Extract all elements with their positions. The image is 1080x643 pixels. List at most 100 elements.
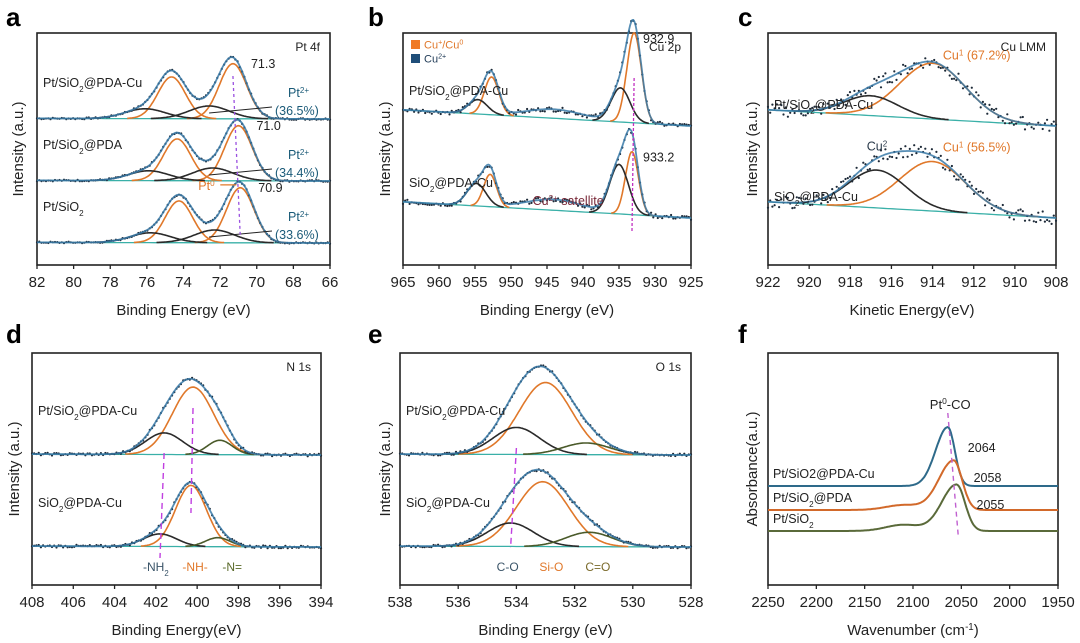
panel-title: Cu 2p bbox=[649, 40, 681, 54]
peak-shift-guide bbox=[947, 412, 960, 539]
series-label-part: @PDA-Cu bbox=[434, 176, 493, 190]
data-point bbox=[1001, 119, 1004, 122]
data-point bbox=[448, 113, 451, 116]
data-point bbox=[868, 167, 872, 171]
cu2-label-part: Cu bbox=[867, 140, 883, 154]
background-line bbox=[767, 109, 1057, 127]
data-point bbox=[939, 66, 942, 70]
data-point bbox=[981, 191, 985, 194]
data-point bbox=[877, 160, 880, 163]
data-point bbox=[508, 112, 511, 115]
peak-position-label: 2055 bbox=[977, 498, 1005, 512]
data-point bbox=[450, 204, 453, 207]
data-point bbox=[446, 204, 449, 208]
data-point bbox=[957, 178, 960, 181]
x-tick-label: 74 bbox=[175, 274, 192, 291]
legend-swatch bbox=[411, 40, 420, 49]
data-point bbox=[1021, 210, 1024, 213]
series-label: Pt/SiO2@PDA-Cu bbox=[774, 98, 873, 116]
data-point bbox=[1008, 216, 1011, 219]
legend-entry-part: Cu bbox=[424, 54, 438, 66]
series-label-part: Pt/SiO bbox=[406, 404, 442, 418]
fit-envelope bbox=[32, 377, 321, 456]
data-point bbox=[537, 196, 540, 200]
data-point bbox=[775, 198, 779, 201]
data-point bbox=[778, 206, 781, 209]
data-point bbox=[995, 107, 998, 110]
data-point bbox=[1019, 116, 1022, 119]
data-point bbox=[771, 103, 774, 106]
data-point bbox=[428, 203, 431, 206]
series-label-part: Pt/SiO bbox=[774, 98, 810, 112]
data-point bbox=[899, 73, 903, 76]
data-point bbox=[406, 198, 409, 201]
data-point bbox=[528, 202, 531, 205]
panel-title: N 1s bbox=[286, 360, 311, 374]
data-point bbox=[526, 198, 529, 201]
cu1-label: Cu1 (67.2%) bbox=[943, 48, 1011, 63]
data-point bbox=[926, 155, 929, 158]
data-point bbox=[1010, 121, 1013, 124]
satellite-label: Cu2+ satellite bbox=[533, 194, 604, 209]
series-label-part: Pt/SiO bbox=[38, 404, 74, 418]
x-tick-label: 910 bbox=[1002, 274, 1027, 291]
data-point bbox=[873, 77, 876, 80]
x-tick-label: 2150 bbox=[848, 594, 881, 611]
data-point bbox=[820, 202, 823, 205]
data-point bbox=[846, 94, 849, 97]
series-label-part: Pt/SiO bbox=[43, 200, 79, 214]
data-point bbox=[906, 72, 909, 75]
ir-spectrum-line bbox=[768, 459, 1058, 511]
fit-component-Cu2 bbox=[589, 163, 650, 217]
fit-component-Pt2 bbox=[154, 167, 272, 182]
peak-assignment-label-part: Pt bbox=[930, 397, 943, 412]
x-tick-label: 398 bbox=[226, 594, 251, 611]
data-point bbox=[1037, 121, 1040, 124]
data-point bbox=[565, 111, 569, 115]
series-label: SiO2@PDA-Cu bbox=[409, 176, 493, 194]
data-point bbox=[773, 204, 776, 207]
fit-envelope bbox=[32, 481, 321, 548]
pt2-pointer-arrow bbox=[209, 168, 273, 176]
peak-position-label: 932.9 bbox=[643, 32, 674, 46]
data-point bbox=[826, 102, 829, 105]
data-point bbox=[791, 207, 794, 210]
data-point bbox=[773, 107, 776, 110]
data-point bbox=[1030, 126, 1033, 129]
panel-title: Pt 4f bbox=[295, 40, 320, 54]
data-point bbox=[986, 197, 989, 200]
data-point bbox=[941, 166, 945, 169]
pt2-percent-label: (36.5%) bbox=[275, 104, 319, 118]
series-label-part: @PDA-Cu bbox=[63, 496, 122, 510]
data-point bbox=[966, 85, 969, 88]
data-point bbox=[548, 106, 551, 109]
pt2-label-part: Pt bbox=[288, 148, 300, 162]
fit-component-Cu2 bbox=[592, 86, 650, 125]
series-label-part: Pt/SiO bbox=[43, 76, 79, 90]
data-point bbox=[784, 195, 787, 198]
data-point bbox=[979, 106, 982, 109]
data-point bbox=[948, 169, 951, 172]
x-tick-label: 2250 bbox=[751, 594, 784, 611]
data-point bbox=[1050, 123, 1053, 126]
data-point bbox=[561, 201, 564, 204]
data-point bbox=[430, 112, 433, 115]
x-tick-label: 2000 bbox=[993, 594, 1026, 611]
data-point bbox=[1043, 220, 1046, 223]
data-point bbox=[844, 177, 847, 181]
data-point bbox=[992, 108, 996, 111]
x-tick-label: 402 bbox=[143, 594, 168, 611]
fit-envelope bbox=[400, 468, 691, 548]
data-point bbox=[786, 196, 790, 199]
data-point bbox=[891, 81, 894, 84]
data-point bbox=[1021, 115, 1024, 119]
component-label-part: Si-O bbox=[539, 560, 563, 574]
data-point bbox=[512, 201, 515, 204]
data-point bbox=[992, 209, 996, 212]
x-tick-label: 404 bbox=[102, 594, 127, 611]
x-axis-label-part: Kinetic Energy(eV) bbox=[849, 302, 974, 319]
cu1-label-part: 1 bbox=[959, 140, 964, 149]
fit-envelope bbox=[768, 60, 1057, 127]
data-point bbox=[789, 111, 792, 114]
